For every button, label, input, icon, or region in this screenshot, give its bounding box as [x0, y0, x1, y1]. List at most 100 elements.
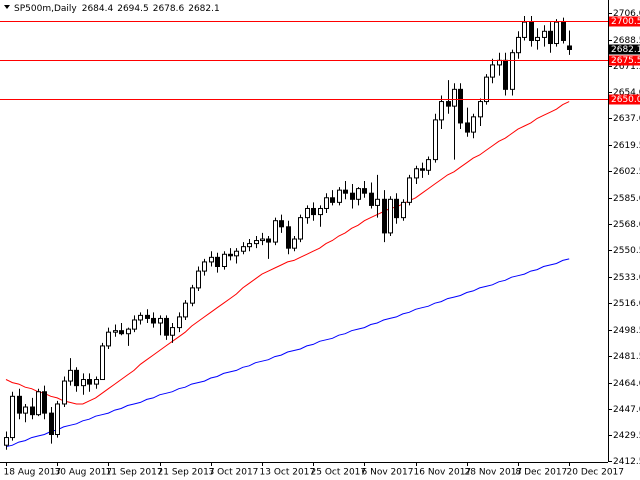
y-tick-label: 2602.5 — [613, 167, 640, 177]
candle-body — [113, 330, 118, 333]
candle-body — [369, 192, 374, 206]
level-label-box — [609, 16, 640, 27]
candle-body — [305, 207, 310, 219]
candle-body — [164, 317, 169, 336]
candle-body — [42, 391, 47, 414]
candle-body — [209, 256, 214, 263]
x-tick-label: 13 Oct 2017 — [260, 468, 316, 478]
chart-title: SP500m,Daily — [14, 4, 77, 14]
candle-body — [503, 59, 508, 90]
y-tick-label: 2447.0 — [613, 405, 640, 415]
candle-body — [55, 403, 60, 436]
candle-body — [81, 379, 86, 387]
candle-body — [202, 261, 207, 272]
candle-body — [286, 226, 291, 249]
candle-body — [388, 198, 393, 234]
candle-body — [222, 253, 227, 268]
y-tick-label: 2516.0 — [613, 299, 640, 309]
x-tick-label: 16 Nov 2017 — [414, 468, 472, 478]
candle-body — [145, 314, 150, 319]
candle-body — [420, 168, 425, 171]
y-tick-label: 2412.5 — [613, 457, 640, 467]
candle-body — [260, 238, 265, 242]
indicator-line — [5, 101, 570, 405]
y-tick-label: 2550.5 — [613, 246, 640, 256]
candle-body — [529, 21, 534, 41]
candle-body — [138, 314, 143, 321]
y-tick-label: 2481.5 — [613, 352, 640, 362]
y-tick-label: 2688.5 — [613, 36, 640, 46]
header-low: 2678.6 — [153, 4, 185, 14]
candle-body — [478, 101, 483, 118]
level-label-box — [609, 94, 640, 105]
candle-body — [318, 207, 323, 216]
candle-body — [510, 52, 515, 90]
candle-body — [4, 437, 9, 446]
candle-body — [298, 217, 303, 240]
candle-body — [350, 192, 355, 200]
x-tick-label: 25 Oct 2017 — [311, 468, 367, 478]
last-price-box — [609, 44, 640, 55]
candle-body — [439, 101, 444, 121]
candle-body — [17, 395, 22, 414]
y-tick-label: 2585.0 — [613, 194, 640, 204]
y-tick-label: 2654.0 — [613, 88, 640, 98]
candle-body — [382, 198, 387, 234]
candle-body — [254, 240, 259, 245]
x-tick-label: 11 Sep 2017 — [106, 468, 163, 478]
level-label: 2675.5 — [611, 56, 640, 66]
y-tick-label: 2429.5 — [613, 431, 640, 441]
header-icon — [4, 5, 10, 9]
candle-body — [561, 21, 566, 41]
candle-body — [158, 317, 163, 324]
candle-body — [49, 412, 54, 436]
candle-body — [542, 30, 547, 38]
y-tick-label: 2671.5 — [613, 62, 640, 72]
level-label: 2650.0 — [611, 95, 640, 105]
x-tick-label: 28 Nov 2017 — [465, 468, 523, 478]
candle-body — [522, 21, 527, 38]
candle-body — [292, 238, 297, 249]
candle-body — [471, 116, 476, 133]
candle-body — [62, 380, 67, 405]
y-tick-label: 2568.0 — [613, 220, 640, 230]
candle-body — [247, 243, 252, 248]
candle-body — [490, 64, 495, 78]
x-tick-label: 21 Sep 2017 — [158, 468, 215, 478]
x-tick-label: 30 Aug 2017 — [55, 468, 113, 478]
candle-body — [484, 76, 489, 103]
x-tick-label: 18 Aug 2017 — [4, 468, 62, 478]
candle-body — [311, 207, 316, 216]
candle-body — [196, 270, 201, 289]
candle-body — [228, 253, 233, 257]
candle-body — [567, 45, 572, 50]
candle-body — [426, 159, 431, 171]
candle-body — [337, 189, 342, 203]
y-tick-label: 2464.0 — [613, 379, 640, 389]
candle-body — [132, 319, 137, 330]
candle-body — [74, 369, 79, 387]
chart-header: SP500m,Daily 2684.4 2694.5 2678.6 2682.1 — [14, 4, 220, 14]
candle-body — [401, 201, 406, 219]
candle-body — [548, 30, 553, 45]
candle-body — [151, 317, 156, 324]
y-tick-label: 2533.0 — [613, 273, 640, 283]
candle-body — [87, 379, 92, 385]
x-tick-label: 6 Nov 2017 — [362, 468, 414, 478]
candle-body — [414, 168, 419, 179]
candle-body — [433, 119, 438, 161]
candle-body — [106, 331, 111, 347]
candle-body — [215, 256, 220, 268]
candle-body — [407, 177, 412, 203]
candle-body — [394, 198, 399, 219]
candle-body — [452, 88, 457, 107]
candle-body — [190, 287, 195, 304]
candle-body — [497, 59, 502, 66]
candle-body — [183, 302, 188, 318]
candle-body — [465, 122, 470, 133]
candle-body — [330, 197, 335, 203]
candle-body — [30, 406, 35, 416]
y-tick-label: 2498.5 — [613, 326, 640, 336]
candle-body — [36, 391, 41, 416]
y-tick-label: 2637.0 — [613, 114, 640, 124]
